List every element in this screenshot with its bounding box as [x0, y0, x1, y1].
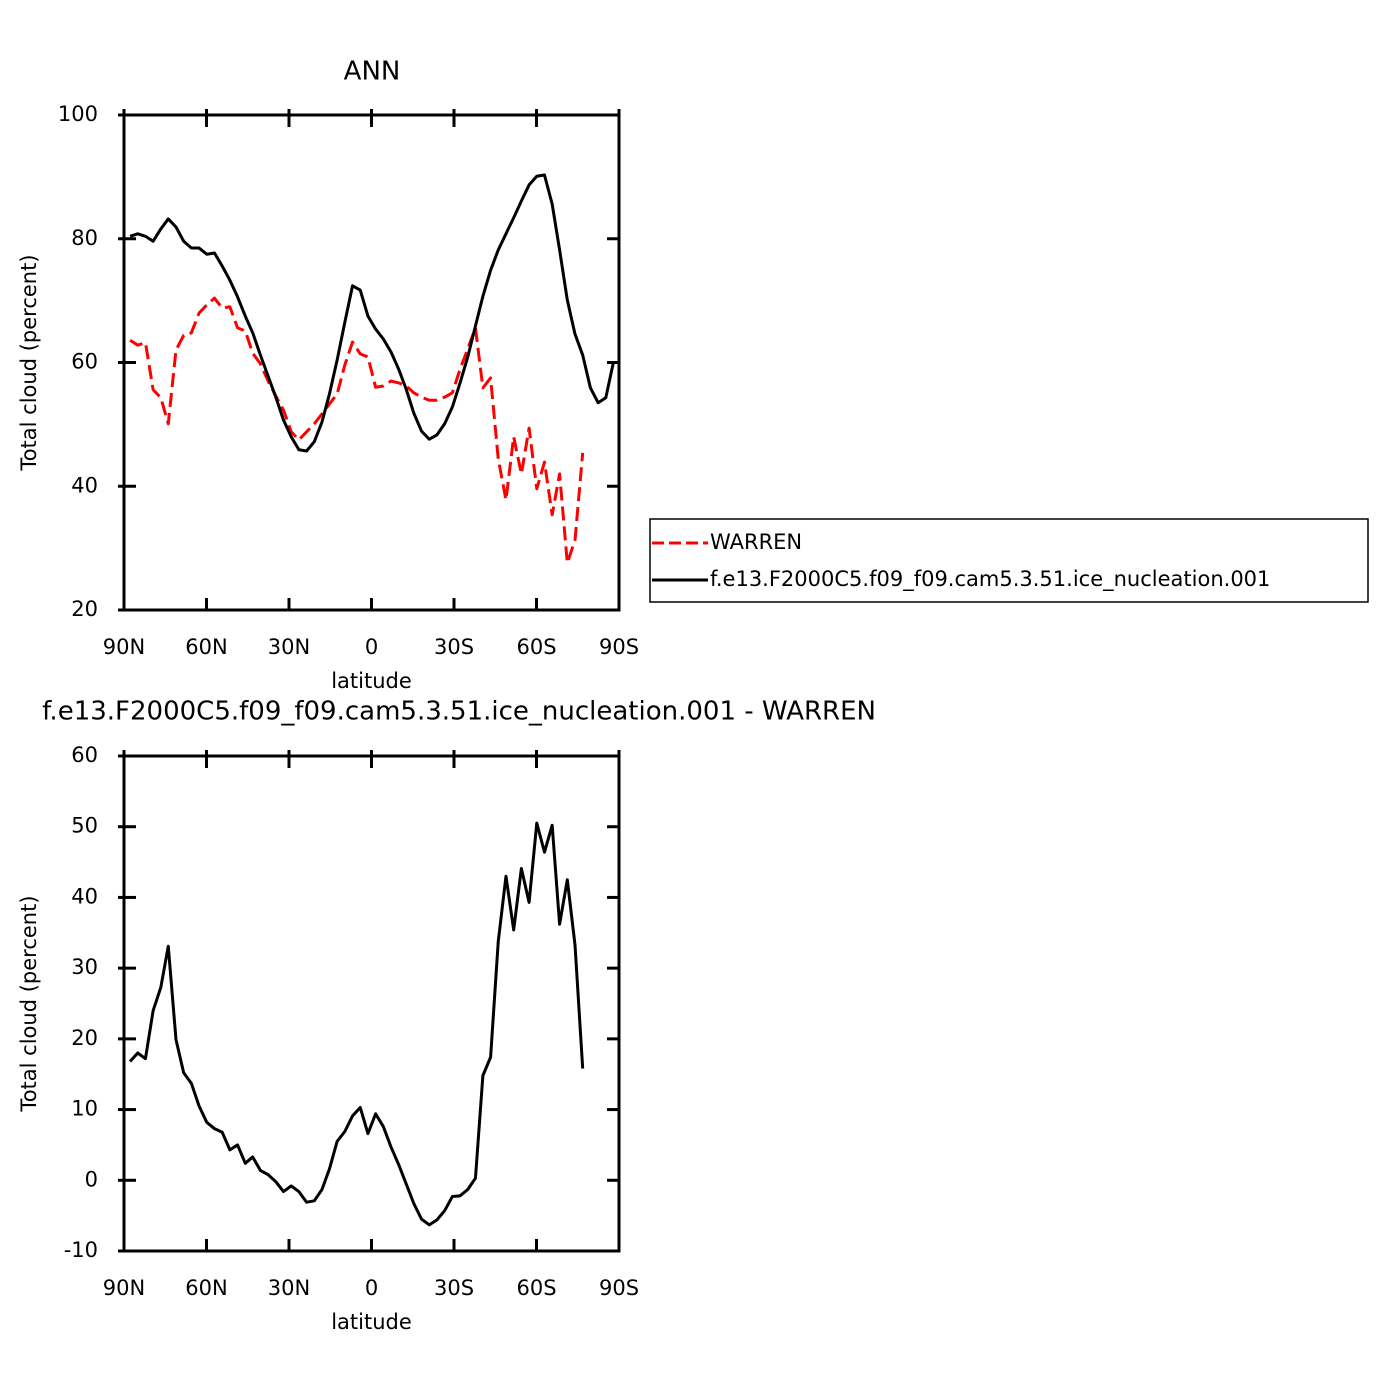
plot-frame — [122, 113, 621, 612]
x-tick-label: 0 — [365, 635, 378, 659]
legend-label: f.e13.F2000C5.f09_f09.cam5.3.51.ice_nucl… — [710, 567, 1270, 592]
data-line — [129, 173, 615, 453]
x-axis-label: latitude — [331, 1310, 412, 1334]
chart-title: ANN — [344, 57, 401, 87]
y-tick-label: 100 — [58, 102, 98, 126]
data-line — [129, 296, 585, 565]
y-tick-label: 0 — [85, 1167, 98, 1191]
x-tick-label: 90S — [599, 1276, 639, 1300]
y-tick-label: 10 — [71, 1097, 98, 1121]
x-tick-label: 60S — [516, 635, 556, 659]
legend-label: WARREN — [710, 530, 802, 554]
legend-box — [649, 518, 1369, 603]
plot-frame — [122, 754, 621, 1253]
x-tick-label: 0 — [365, 1276, 378, 1300]
y-tick-label: 50 — [71, 814, 98, 838]
x-tick-label: 30N — [268, 635, 310, 659]
x-tick-label: 60N — [185, 635, 227, 659]
x-tick-label: 90S — [599, 635, 639, 659]
y-axis-label: Total cloud (percent) — [17, 895, 41, 1112]
y-tick-label: 60 — [71, 350, 98, 374]
x-tick-label: 30S — [434, 635, 474, 659]
y-axis-label: Total cloud (percent) — [17, 254, 41, 471]
x-tick-label: 30S — [434, 1276, 474, 1300]
x-tick-label: 60S — [516, 1276, 556, 1300]
y-tick-label: 80 — [71, 226, 98, 250]
y-tick-label: 30 — [71, 955, 98, 979]
x-axis-label: latitude — [331, 669, 412, 693]
y-tick-label: -10 — [64, 1238, 98, 1262]
y-tick-label: 40 — [71, 473, 98, 497]
y-tick-label: 20 — [71, 597, 98, 621]
y-tick-label: 60 — [71, 743, 98, 767]
chart-title: f.e13.F2000C5.f09_f09.cam5.3.51.ice_nucl… — [42, 697, 876, 727]
x-tick-label: 90N — [103, 1276, 145, 1300]
x-tick-label: 30N — [268, 1276, 310, 1300]
x-tick-label: 90N — [103, 635, 145, 659]
x-tick-label: 60N — [185, 1276, 227, 1300]
y-tick-label: 20 — [71, 1026, 98, 1050]
data-line — [128, 821, 585, 1227]
y-tick-label: 40 — [71, 884, 98, 908]
